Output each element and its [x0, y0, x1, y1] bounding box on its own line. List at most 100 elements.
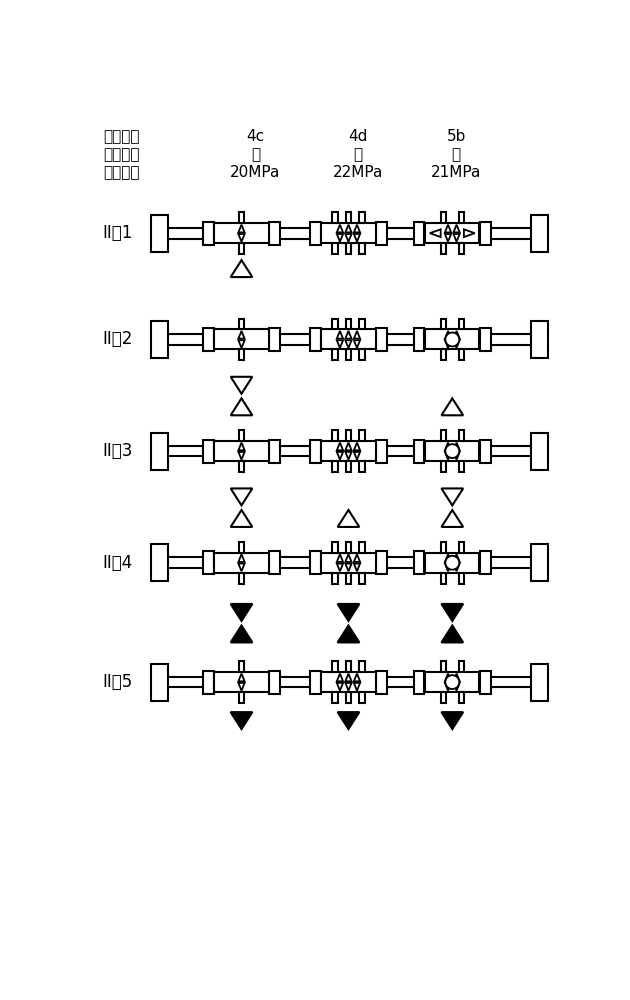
- Bar: [359, 461, 365, 472]
- Polygon shape: [337, 340, 343, 348]
- Bar: [440, 243, 446, 254]
- Bar: [203, 671, 214, 694]
- Bar: [440, 212, 446, 223]
- Text: 4d: 4d: [348, 129, 367, 144]
- Bar: [214, 223, 268, 243]
- Bar: [440, 573, 446, 584]
- Polygon shape: [354, 554, 360, 562]
- Polygon shape: [454, 234, 460, 242]
- Bar: [530, 321, 547, 358]
- Bar: [480, 440, 491, 463]
- Polygon shape: [354, 234, 360, 242]
- Bar: [459, 542, 464, 553]
- Bar: [440, 542, 446, 553]
- Polygon shape: [454, 564, 460, 571]
- Bar: [459, 573, 464, 584]
- Polygon shape: [238, 452, 244, 460]
- Bar: [359, 542, 365, 553]
- Bar: [239, 243, 244, 254]
- Bar: [413, 440, 425, 463]
- Polygon shape: [354, 452, 360, 460]
- Text: 破裂压裂: 破裂压裂: [103, 165, 140, 180]
- Polygon shape: [354, 340, 360, 348]
- Polygon shape: [231, 626, 253, 642]
- Bar: [239, 319, 244, 329]
- Bar: [376, 440, 387, 463]
- Bar: [359, 692, 365, 703]
- Bar: [440, 692, 446, 703]
- Bar: [425, 553, 479, 573]
- Polygon shape: [345, 554, 352, 562]
- Bar: [425, 441, 479, 461]
- Text: II－5: II－5: [102, 673, 133, 691]
- Text: II－2: II－2: [102, 330, 133, 348]
- Bar: [530, 664, 547, 701]
- Polygon shape: [454, 554, 460, 562]
- Bar: [425, 223, 479, 243]
- Bar: [214, 329, 268, 349]
- Bar: [310, 671, 321, 694]
- Bar: [425, 329, 479, 349]
- Bar: [151, 433, 168, 470]
- Text: 21MPa: 21MPa: [431, 165, 481, 180]
- Bar: [346, 661, 351, 672]
- Bar: [239, 692, 244, 703]
- Polygon shape: [445, 331, 451, 339]
- Bar: [151, 321, 168, 358]
- Polygon shape: [345, 331, 352, 339]
- Bar: [359, 661, 365, 672]
- Bar: [480, 222, 491, 245]
- Bar: [239, 542, 244, 553]
- Bar: [413, 671, 425, 694]
- Bar: [359, 243, 365, 254]
- Text: 20MPa: 20MPa: [230, 165, 280, 180]
- Bar: [346, 573, 351, 584]
- Polygon shape: [454, 443, 460, 450]
- Bar: [203, 222, 214, 245]
- Polygon shape: [337, 443, 343, 450]
- Polygon shape: [338, 712, 359, 729]
- Bar: [332, 461, 338, 472]
- Bar: [214, 441, 268, 461]
- Bar: [332, 430, 338, 441]
- Bar: [440, 349, 446, 360]
- Bar: [440, 430, 446, 441]
- Bar: [321, 672, 375, 692]
- Bar: [270, 551, 280, 574]
- Bar: [239, 430, 244, 441]
- Polygon shape: [442, 488, 463, 505]
- Bar: [332, 243, 338, 254]
- Polygon shape: [442, 398, 463, 415]
- Bar: [214, 672, 268, 692]
- Polygon shape: [454, 452, 460, 460]
- Polygon shape: [345, 683, 352, 691]
- Bar: [270, 222, 280, 245]
- Bar: [425, 672, 479, 692]
- Polygon shape: [445, 452, 451, 460]
- Text: 4c: 4c: [246, 129, 265, 144]
- Bar: [321, 223, 375, 243]
- Bar: [239, 661, 244, 672]
- Polygon shape: [445, 564, 451, 571]
- Text: 滑套编号: 滑套编号: [103, 129, 140, 144]
- Polygon shape: [337, 683, 343, 691]
- Polygon shape: [238, 564, 244, 571]
- Polygon shape: [337, 554, 343, 562]
- Bar: [239, 349, 244, 360]
- Polygon shape: [454, 225, 460, 232]
- Bar: [359, 319, 365, 329]
- Bar: [346, 692, 351, 703]
- Bar: [530, 544, 547, 581]
- Polygon shape: [231, 488, 253, 505]
- Polygon shape: [430, 229, 440, 237]
- Polygon shape: [454, 331, 460, 339]
- Bar: [332, 349, 338, 360]
- Bar: [346, 319, 351, 329]
- Bar: [151, 215, 168, 252]
- Polygon shape: [337, 564, 343, 571]
- Polygon shape: [338, 626, 359, 642]
- Polygon shape: [442, 712, 463, 729]
- Bar: [359, 212, 365, 223]
- Bar: [459, 212, 464, 223]
- Bar: [459, 461, 464, 472]
